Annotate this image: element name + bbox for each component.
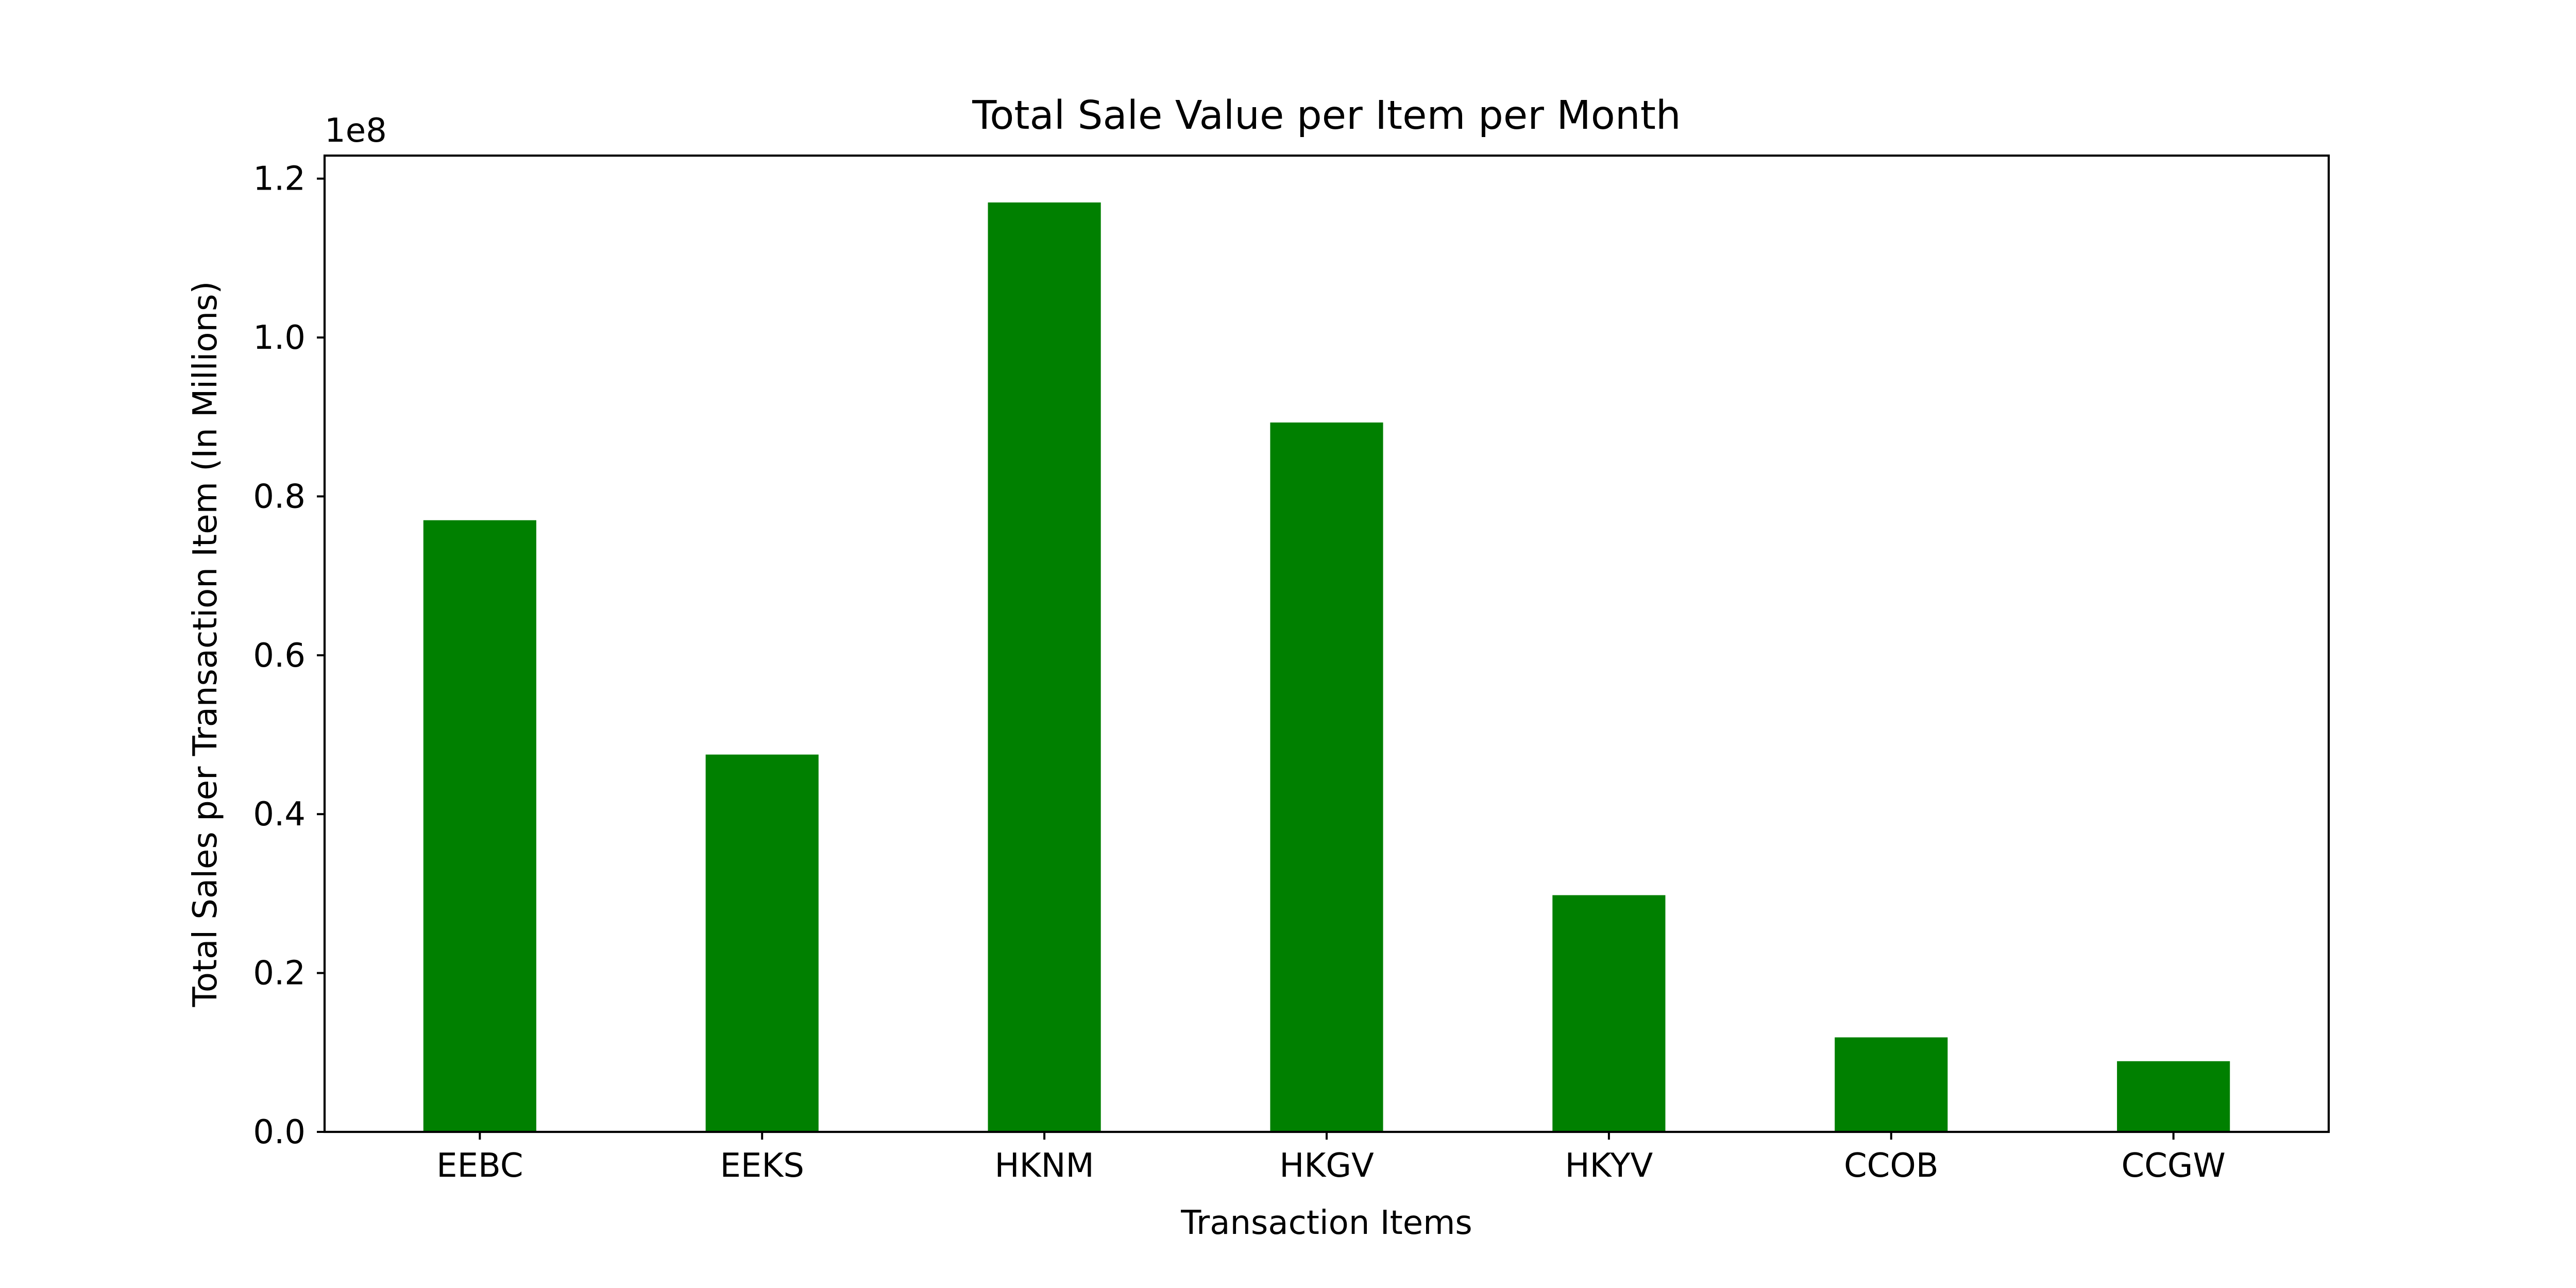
bar-hkgv [1270,422,1383,1132]
x-tick-label: EEKS [720,1147,804,1185]
bar-ccob [1835,1037,1948,1132]
y-tick-label: 0.8 [253,478,306,516]
y-tick-label: 0.0 [253,1113,306,1151]
x-tick-label: HKGV [1279,1147,1374,1185]
bar-hknm [988,202,1101,1132]
y-tick-label: 1.2 [253,160,306,198]
y-tick-label: 0.2 [253,955,306,993]
x-tick-label: CCOB [1844,1147,1939,1185]
x-axis-label: Transaction Items [1180,1204,1472,1242]
x-tick-label: HKNM [995,1147,1094,1185]
bar-ccgw [2117,1061,2230,1132]
y-tick-label: 0.4 [253,795,306,834]
x-axis-ticks: EEBC EEKS HKNM HKGV HKYV CCOB CCGW [436,1132,2226,1185]
y-axis-ticks: 0.0 0.2 0.4 0.6 0.8 1.0 1.2 [253,160,325,1151]
bar-hkyv [1552,895,1666,1132]
bar-eebc [423,520,536,1132]
x-tick-label: HKYV [1565,1147,1653,1185]
plot-area-frame [323,154,2330,1133]
y-tick-label: 0.6 [253,637,306,675]
bar-eeks [705,754,819,1132]
x-tick-label: EEBC [436,1147,523,1185]
y-axis-offset-label: 1e8 [325,112,387,150]
y-axis-label: Total Sales per Transaction Item (In Mil… [187,281,225,1008]
bars-group [423,202,2230,1132]
chart-title: Total Sale Value per Item per Month [972,93,1681,139]
y-tick-label: 1.0 [253,319,306,357]
x-tick-label: CCGW [2122,1147,2226,1185]
